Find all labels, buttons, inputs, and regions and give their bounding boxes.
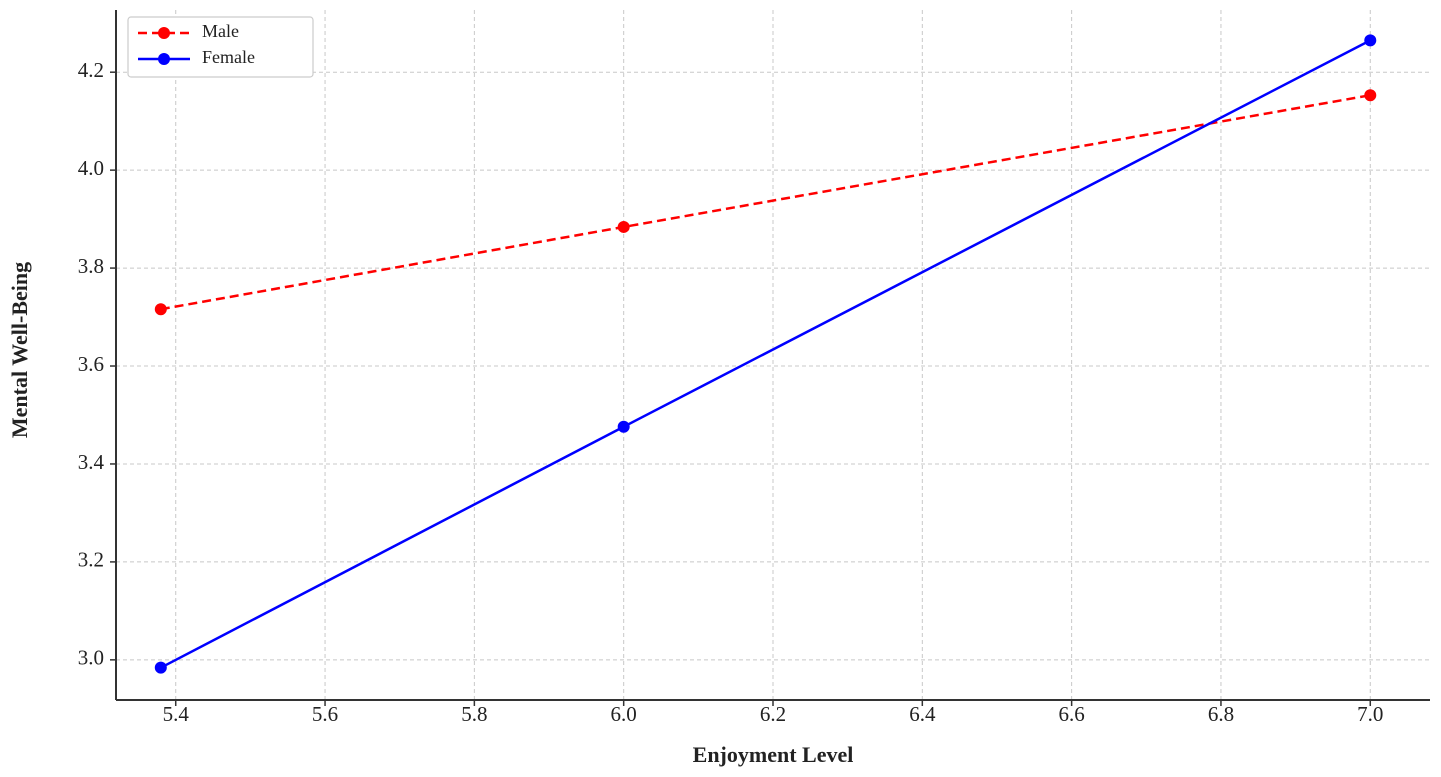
x-tick-label: 6.0 xyxy=(611,702,637,726)
x-tick-label: 5.8 xyxy=(461,702,487,726)
data-point xyxy=(1364,89,1377,102)
x-axis-title: Enjoyment Level xyxy=(693,742,854,767)
x-tick-label: 7.0 xyxy=(1357,702,1383,726)
data-point xyxy=(154,661,167,674)
x-tick-label: 6.2 xyxy=(760,702,786,726)
y-tick-label: 3.4 xyxy=(78,450,105,474)
y-tick-label: 4.0 xyxy=(78,156,104,180)
y-tick-label: 3.6 xyxy=(78,352,104,376)
x-tick-label: 6.8 xyxy=(1208,702,1234,726)
legend: Male Female xyxy=(127,16,314,78)
legend-marker xyxy=(158,27,170,39)
series-line xyxy=(160,93,1371,311)
y-tick-label: 3.0 xyxy=(78,646,104,670)
legend-label: Female xyxy=(202,47,255,67)
legend-label: Male xyxy=(202,21,239,41)
data-point xyxy=(617,420,630,433)
x-tick-label: 5.4 xyxy=(163,702,190,726)
y-tick-label: 4.2 xyxy=(78,58,104,82)
y-axis-title: Mental Well-Being xyxy=(7,262,32,438)
data-point xyxy=(154,303,167,316)
legend-marker xyxy=(158,53,170,65)
series-line xyxy=(160,39,1371,669)
data-point xyxy=(617,220,630,233)
y-tick-label: 3.8 xyxy=(78,254,104,278)
data-point xyxy=(1364,34,1377,47)
y-tick-label: 3.2 xyxy=(78,548,104,572)
x-tick-label: 6.6 xyxy=(1059,702,1085,726)
x-tick-label: 6.4 xyxy=(909,702,936,726)
x-tick-label: 5.6 xyxy=(312,702,338,726)
